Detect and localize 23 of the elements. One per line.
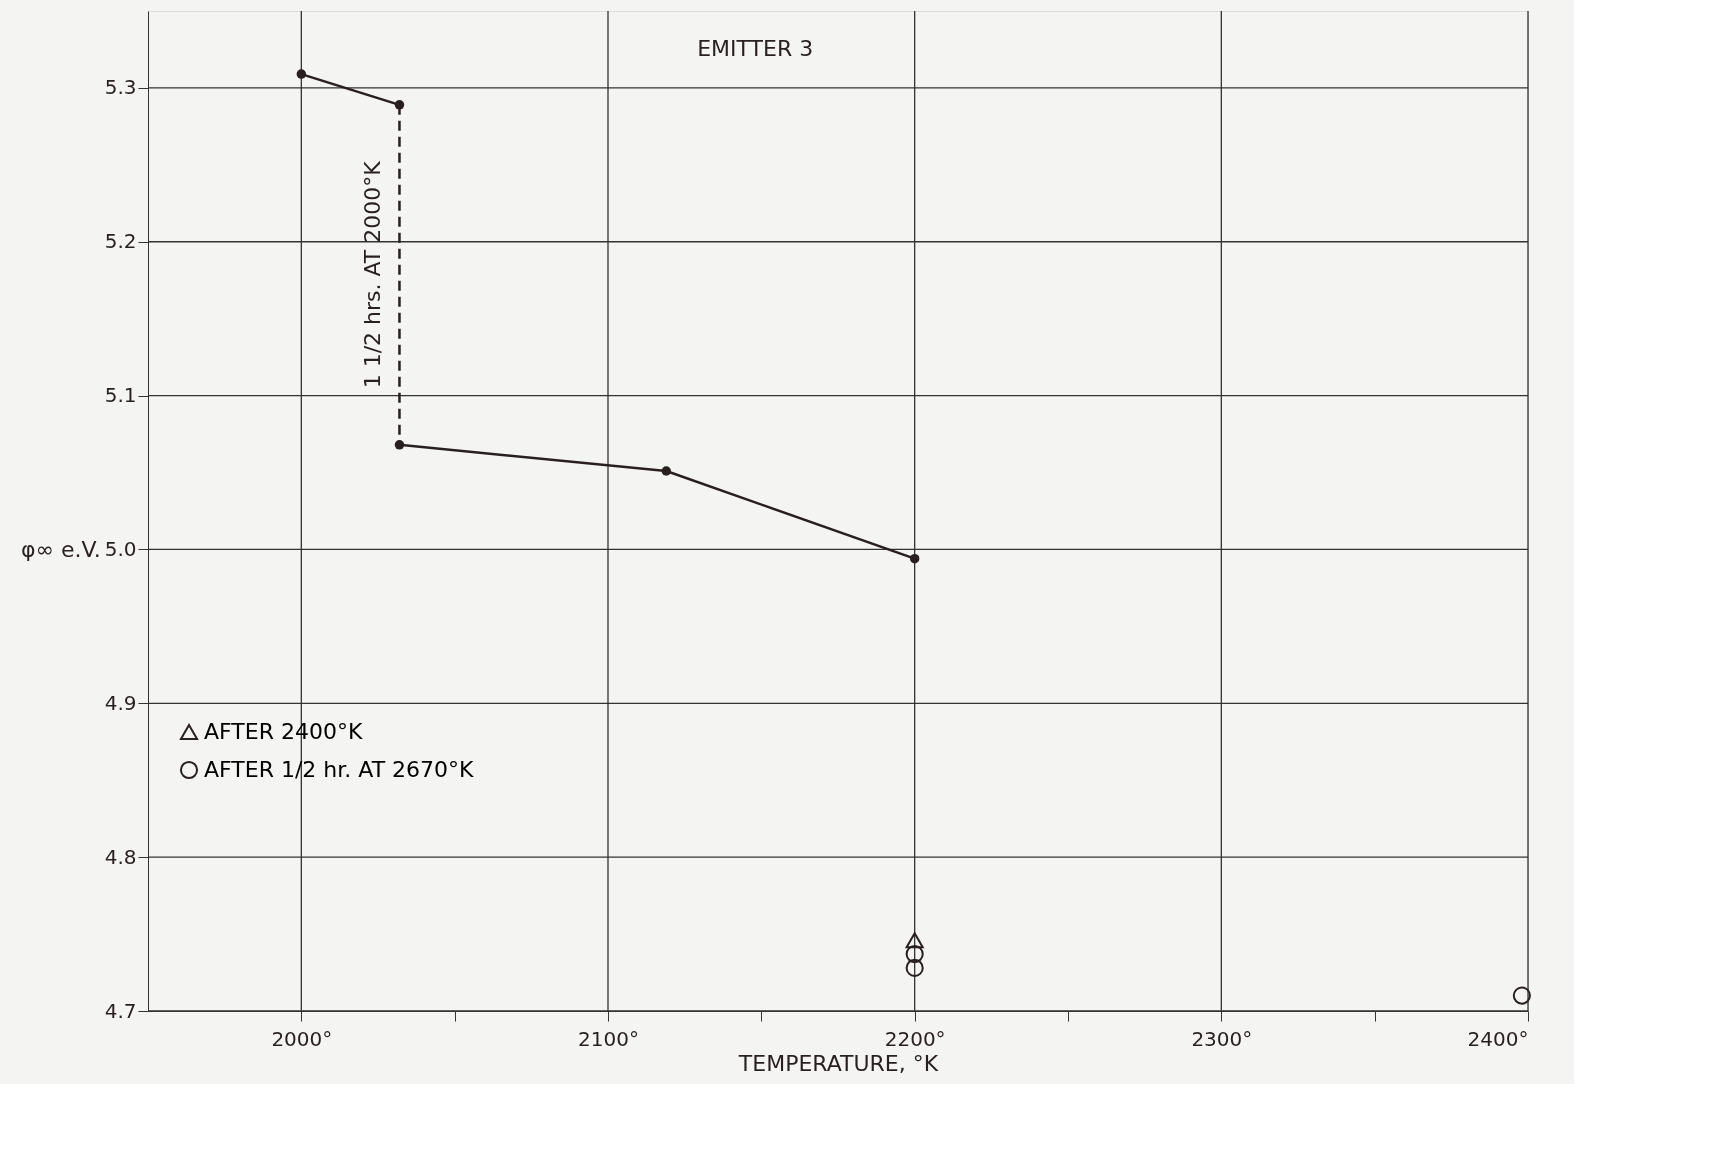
y-tick-label: 5.2 xyxy=(104,229,137,254)
x-tick-label: 2400° xyxy=(1467,1026,1529,1051)
point xyxy=(905,958,924,977)
y-tick-label: 5.3 xyxy=(104,75,137,100)
x-tick-label: 2000° xyxy=(271,1026,333,1051)
text: EMITTER 3 xyxy=(697,36,814,61)
point xyxy=(905,945,924,964)
y-axis-title: φ∞ e.V. xyxy=(21,536,101,562)
x-tick-label: 2100° xyxy=(578,1026,639,1051)
x-tick-label: 2200° xyxy=(884,1026,946,1051)
y-tick-label: 5.1 xyxy=(104,383,137,408)
point xyxy=(905,932,924,949)
x-tick-label: 2300° xyxy=(1191,1026,1253,1051)
point xyxy=(1512,986,1531,1005)
annotation: 1 1/2 hrs. AT 2000°K xyxy=(360,160,386,389)
y-tick-label: 4.8 xyxy=(104,844,137,869)
x-axis-title: TEMPERATURE, °K xyxy=(737,1050,939,1076)
y-tick-label: 5.0 xyxy=(104,536,137,561)
point xyxy=(909,553,920,564)
point xyxy=(296,69,307,79)
y-tick-label: 4.7 xyxy=(104,998,137,1023)
y-tick-label: 4.9 xyxy=(104,690,137,715)
point xyxy=(661,466,672,476)
